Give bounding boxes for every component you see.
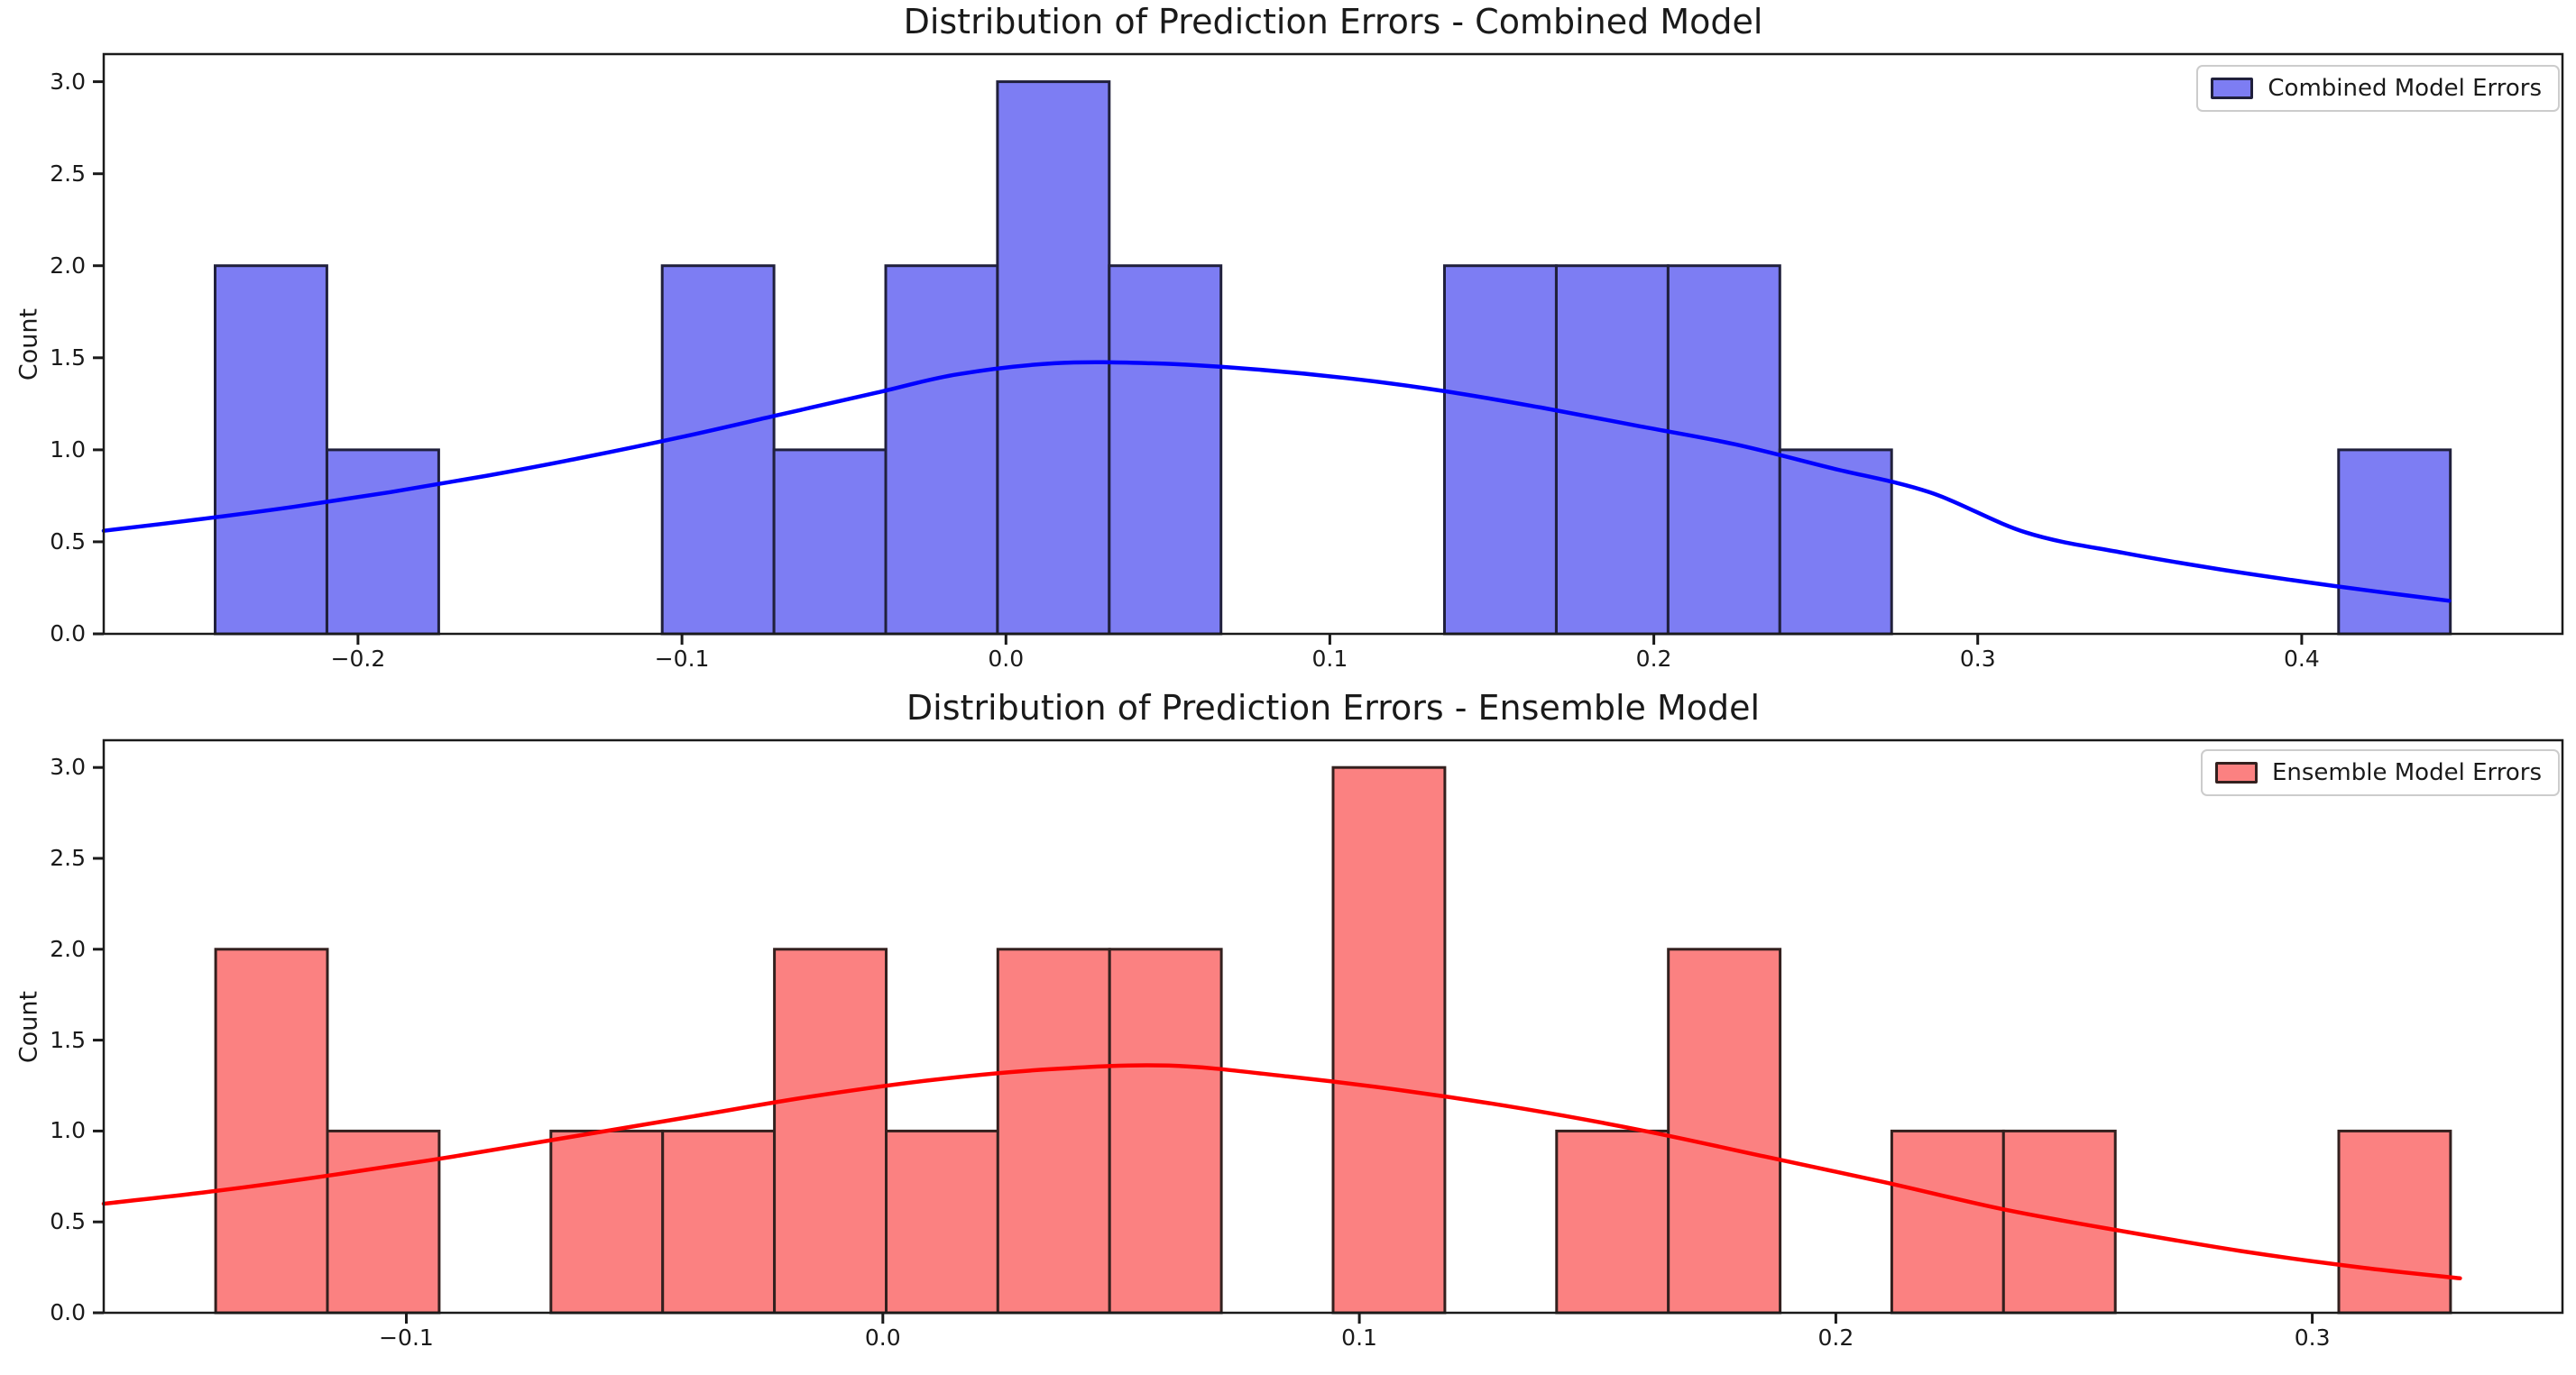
combined-legend-label: Combined Model Errors [2268,75,2542,102]
histogram-bar [884,264,999,636]
histogram-bar [1108,948,1223,1315]
x-tick-label: 0.2 [1635,646,1672,672]
y-tick-label: 2.0 [50,252,86,279]
combined-chart-title: Distribution of Prediction Errors - Comb… [903,2,1763,41]
y-tick-label: 3.0 [50,754,86,781]
y-tick-label: 1.0 [50,435,86,463]
histogram-bar [996,80,1111,636]
histogram-bar [2337,448,2452,636]
histogram-bar [772,448,888,636]
x-tick-label: 0.2 [1817,1325,1854,1351]
histogram-bar [1890,1129,2005,1315]
y-tick-label: 2.5 [50,160,86,187]
combined-legend: Combined Model Errors [2196,65,2560,112]
histogram-bar [660,264,776,636]
y-tick-label: 0.0 [50,619,86,646]
y-tick-label: 3.0 [50,68,86,95]
ensemble-legend: Ensemble Model Errors [2200,749,2560,796]
x-tick-label: 0.4 [2283,646,2320,672]
x-tick-label: −0.2 [330,646,386,672]
histogram-bar [2337,1129,2452,1315]
histogram-bar [1331,765,1447,1315]
kde-curve [101,1063,2462,1280]
y-tick-label: 1.0 [50,1117,86,1144]
x-tick-label: 0.0 [988,646,1025,672]
histogram-bar [1778,448,1893,636]
kde-curve [101,360,2452,603]
x-tick-label: 0.3 [1959,646,1996,672]
histogram-bar [549,1129,665,1315]
y-tick-label: 1.5 [50,344,86,371]
histogram-bar [1555,1129,1670,1315]
ensemble-legend-label: Ensemble Model Errors [2271,759,2542,786]
plot-border [102,738,2564,1315]
y-tick-label: 0.0 [50,1298,86,1325]
histogram-bar [773,948,888,1315]
histogram-bar [996,948,1111,1315]
x-tick-label: 0.1 [1311,646,1348,672]
ensemble-chart-plot [93,738,2564,1324]
histogram-bar [1555,264,1670,636]
combined-chart-plot [93,52,2564,645]
y-tick-label: 0.5 [50,527,86,555]
y-tick-label: 2.0 [50,935,86,962]
plot-border [102,52,2564,636]
ensemble-chart-title: Distribution of Prediction Errors - Ense… [906,688,1761,728]
x-tick-label: −0.1 [379,1325,434,1351]
histogram-bar [661,1129,777,1315]
histogram-bar [326,1129,441,1315]
y-tick-label: 0.5 [50,1208,86,1235]
x-tick-label: 0.3 [2294,1325,2331,1351]
histogram-bar [326,448,440,636]
x-tick-label: −0.1 [654,646,710,672]
histogram-bar [885,1129,999,1315]
legend-swatch-icon [2214,762,2258,784]
histogram-bar [214,264,328,636]
y-tick-label: 1.5 [50,1026,86,1053]
histogram-bar [214,948,329,1315]
histogram-bar [1443,264,1558,636]
histogram-bar [1667,948,1782,1315]
legend-swatch-icon [2211,78,2254,99]
histogram-bar [1108,264,1223,636]
x-tick-label: 0.0 [864,1325,901,1351]
x-tick-label: 0.1 [1341,1325,1377,1351]
y-tick-label: 2.5 [50,844,86,871]
